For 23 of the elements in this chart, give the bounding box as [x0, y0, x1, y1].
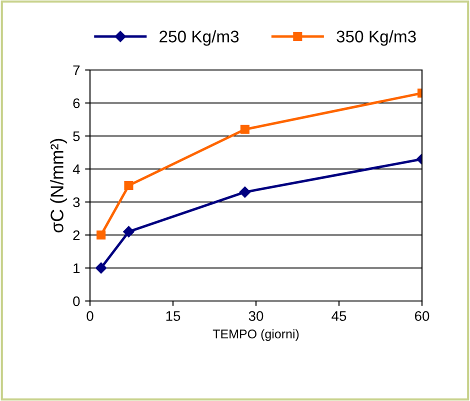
y-tick-label: 5: [73, 131, 80, 142]
y-tick-label: 2: [73, 230, 80, 240]
y-tick-label: 1: [74, 263, 80, 274]
y-axis-title: σC (N/mm²): [50, 138, 67, 232]
x-axis-title: TEMPO (giorni): [212, 329, 299, 341]
x-tick-label: 0: [86, 311, 94, 321]
y-tick-label: 7: [73, 65, 80, 76]
x-tick-label: 45: [332, 311, 346, 321]
y-tick-label: 4: [72, 164, 80, 174]
point: [96, 230, 106, 240]
point: [95, 262, 107, 274]
point: [124, 180, 134, 190]
point: [123, 226, 134, 238]
x-tick-label: 15: [166, 311, 180, 321]
point: [240, 124, 250, 134]
y-tick-label: 0: [73, 296, 80, 306]
y-tick-label: 6: [73, 98, 80, 108]
legend-label: 250 Kg/m3: [160, 30, 239, 46]
x-tick-label: 30: [248, 311, 264, 321]
x-tick-label: 60: [414, 311, 430, 321]
legend-label: 350 Kg/m3: [336, 30, 416, 46]
y-tick-label: 3: [73, 197, 80, 208]
point: [239, 186, 251, 198]
